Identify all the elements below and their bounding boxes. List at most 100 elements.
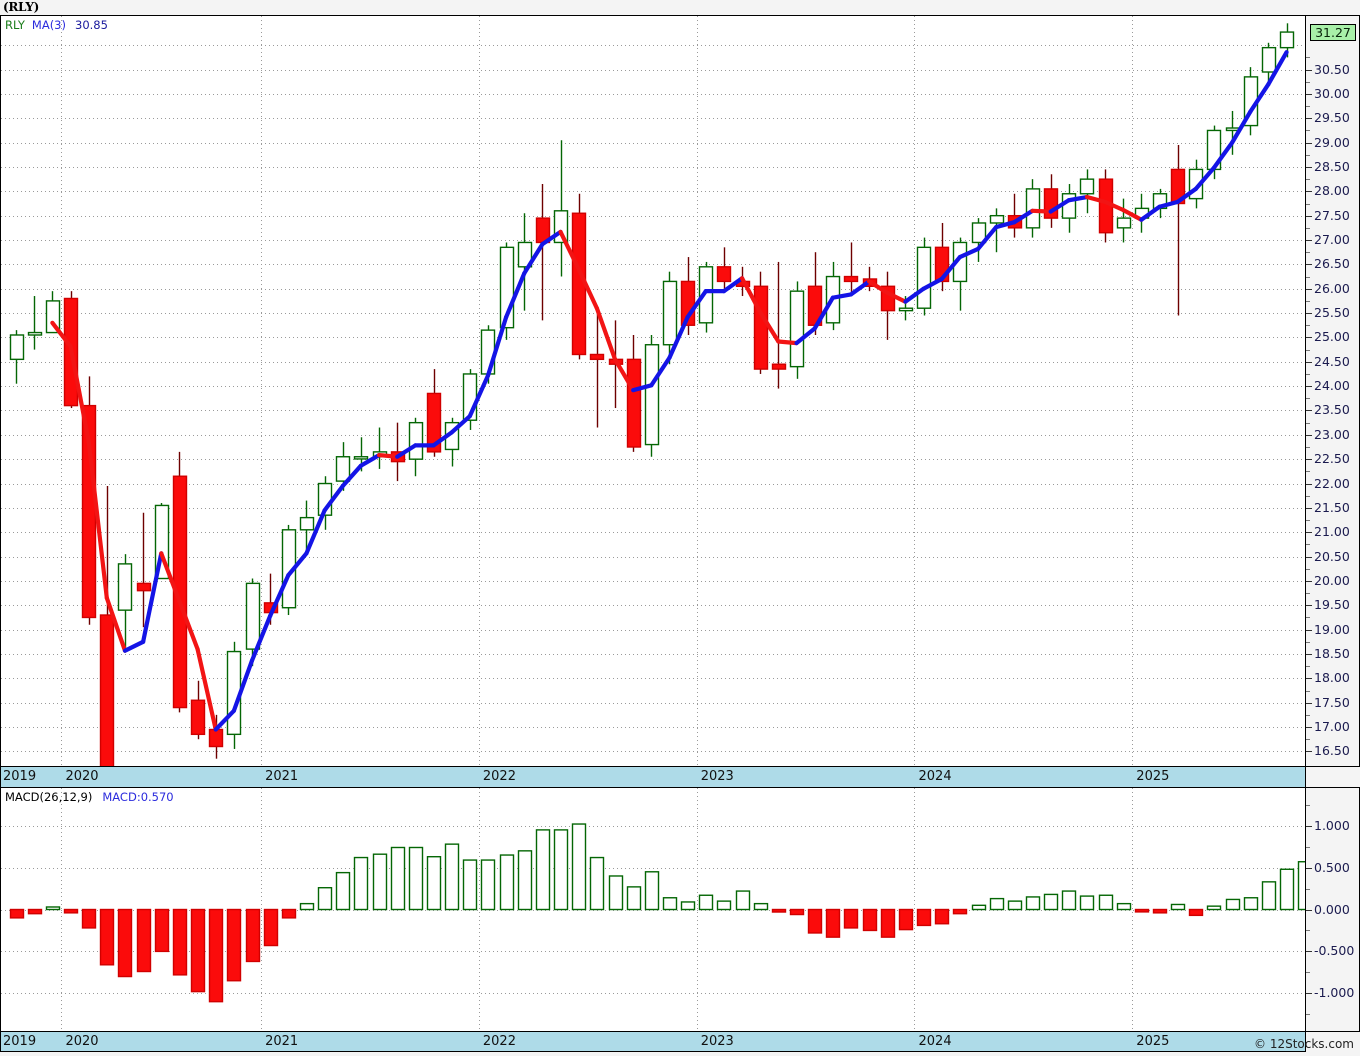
macd-axis-tick-minor: [1306, 889, 1310, 890]
macd-y-axis[interactable]: 1.000 0.500 0.000 -0.500 -1.000: [1306, 787, 1360, 1032]
price-axis-tick-minor: [1306, 301, 1310, 302]
price-axis-tick: [1306, 216, 1312, 217]
price-axis-label: 24.50: [1314, 353, 1350, 369]
price-axis-label: 20.00: [1314, 572, 1350, 588]
price-axis-tick: [1306, 191, 1312, 192]
macd-axis-label: 1.000: [1314, 817, 1350, 833]
macd-legend-value: MACD:0.570: [102, 790, 174, 804]
macd-axis-tick-minor: [1306, 1014, 1310, 1015]
price-chart-panel[interactable]: RLY MA(3) 30.85: [0, 15, 1306, 767]
macd-axis-tick-minor: [1306, 972, 1310, 973]
x-axis-year-label: 2023: [700, 1034, 734, 1049]
price-axis-label: 27.00: [1314, 232, 1350, 248]
price-axis-tick-minor: [1306, 228, 1310, 229]
price-axis-label: 27.50: [1314, 207, 1350, 223]
macd-histogram-svg: [1, 788, 1305, 1031]
price-axis-tick-minor: [1306, 520, 1310, 521]
price-axis-tick-minor: [1306, 617, 1310, 618]
price-axis-tick: [1306, 678, 1312, 679]
macd-axis-tick: [1306, 868, 1312, 869]
price-axis-tick-minor: [1306, 398, 1310, 399]
price-axis-tick-minor: [1306, 642, 1310, 643]
x-axis-year-band-macd: 2019 2020 2021 2022 2023 2024 2025: [0, 1032, 1306, 1052]
price-axis-tick: [1306, 386, 1312, 387]
price-axis-label: 19.50: [1314, 597, 1350, 613]
x-axis-year-label: 2020: [65, 769, 99, 784]
price-axis-tick: [1306, 751, 1312, 752]
price-axis-tick: [1306, 703, 1312, 704]
price-axis-label: 17.00: [1314, 719, 1350, 735]
x-axis-year-label: 2025: [1136, 1034, 1170, 1049]
window-titlebar: (RLY): [0, 0, 1360, 16]
price-axis-label: 22.50: [1314, 451, 1350, 467]
price-axis-tick-minor: [1306, 57, 1310, 58]
price-axis-label: 17.50: [1314, 694, 1350, 710]
price-axis-label: 18.50: [1314, 645, 1350, 661]
price-axis-label: 19.00: [1314, 621, 1350, 637]
price-axis-tick: [1306, 557, 1312, 558]
x-axis-year-label: 2020: [65, 1034, 99, 1049]
price-axis-tick: [1306, 167, 1312, 168]
price-axis-tick-minor: [1306, 106, 1310, 107]
price-axis-label: 26.00: [1314, 280, 1350, 296]
x-axis-year-label: 2024: [918, 769, 952, 784]
price-axis-tick-minor: [1306, 423, 1310, 424]
price-axis-tick: [1306, 337, 1312, 338]
price-axis-label: 25.00: [1314, 329, 1350, 345]
price-axis-tick: [1306, 143, 1312, 144]
price-axis-tick-minor: [1306, 739, 1310, 740]
price-axis-label: 30.00: [1314, 85, 1350, 101]
price-axis-tick: [1306, 727, 1312, 728]
price-axis-tick: [1306, 94, 1312, 95]
macd-axis-tick-minor: [1306, 847, 1310, 848]
price-axis-tick: [1306, 410, 1312, 411]
price-axis-label: 28.00: [1314, 183, 1350, 199]
x-axis-year-label: 2023: [700, 769, 734, 784]
price-axis-tick: [1306, 289, 1312, 290]
macd-axis-tick: [1306, 993, 1312, 994]
price-axis-tick-minor: [1306, 544, 1310, 545]
macd-axis-tick-minor: [1306, 930, 1310, 931]
price-axis-tick-minor: [1306, 130, 1310, 131]
price-axis-tick: [1306, 508, 1312, 509]
price-axis-tick: [1306, 264, 1312, 265]
price-axis-label: 23.50: [1314, 402, 1350, 418]
price-axis-tick-minor: [1306, 325, 1310, 326]
legend-symbol: RLY: [5, 18, 25, 32]
x-axis-year-label: 2021: [265, 1034, 299, 1049]
price-axis-tick: [1306, 581, 1312, 582]
price-axis-tick-minor: [1306, 691, 1310, 692]
x-axis-year-label: 2019: [3, 1034, 37, 1049]
price-candlestick-svg: [1, 16, 1305, 766]
price-axis-label: 25.50: [1314, 305, 1350, 321]
price-axis-label: 23.00: [1314, 426, 1350, 442]
price-axis-label: 16.50: [1314, 743, 1350, 759]
x-axis-year-label: 2022: [482, 769, 516, 784]
price-axis-tick-minor: [1306, 471, 1310, 472]
price-axis-tick: [1306, 484, 1312, 485]
macd-axis-tick: [1306, 951, 1312, 952]
price-axis-tick-minor: [1306, 666, 1310, 667]
price-legend: RLY MA(3) 30.85: [5, 19, 108, 31]
price-y-axis[interactable]: 31.27 30.50 30.00 29.50 29.00 28.50 28.00 27.5…: [1306, 15, 1360, 767]
price-axis-tick-minor: [1306, 447, 1310, 448]
price-axis-tick-minor: [1306, 569, 1310, 570]
x-axis-year-band-price: 2019 2020 2021 2022 2023 2024 2025: [0, 767, 1306, 787]
price-axis-label: 29.50: [1314, 110, 1350, 126]
x-axis-year-label: 2025: [1136, 769, 1170, 784]
price-axis-tick-minor: [1306, 496, 1310, 497]
price-axis-tick-minor: [1306, 252, 1310, 253]
legend-ma-value: 30.85: [75, 18, 108, 32]
macd-chart-panel[interactable]: MACD(26,12,9) MACD:0.570: [0, 787, 1306, 1032]
price-axis-tick-minor: [1306, 82, 1310, 83]
x-axis-year-label: 2019: [3, 769, 37, 784]
price-axis-label: 24.00: [1314, 378, 1350, 394]
price-axis-label: 21.50: [1314, 499, 1350, 515]
price-axis-tick: [1306, 532, 1312, 533]
price-axis-tick-minor: [1306, 204, 1310, 205]
price-axis-label: 28.50: [1314, 158, 1350, 174]
price-axis-label: 26.50: [1314, 256, 1350, 272]
price-axis-tick: [1306, 118, 1312, 119]
price-axis-tick-minor: [1306, 593, 1310, 594]
price-axis-tick-minor: [1306, 374, 1310, 375]
